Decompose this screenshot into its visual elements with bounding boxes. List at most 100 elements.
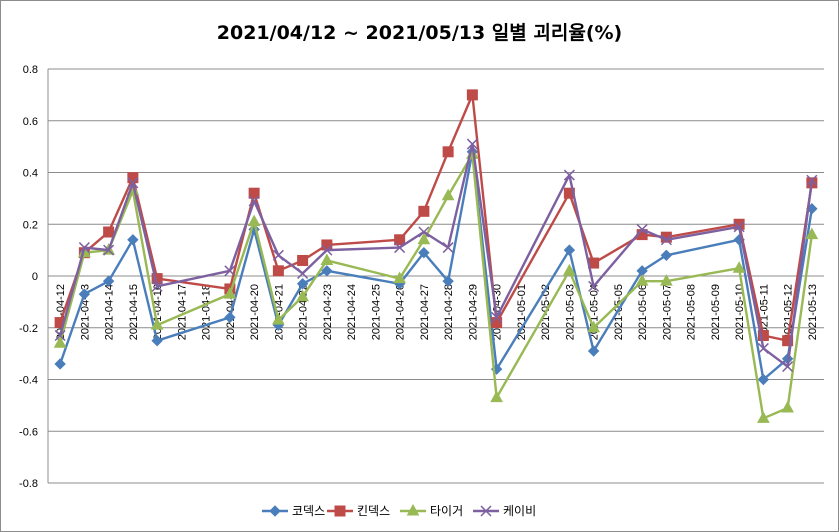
x-tick-label: 2021-05-05	[613, 284, 625, 340]
x-tick-label: 2021-04-15	[128, 284, 140, 340]
data-point	[321, 265, 333, 277]
x-tick-label: 2021-04-27	[419, 284, 431, 340]
x-tick-label: 2021-05-13	[807, 284, 819, 340]
data-point	[441, 188, 455, 201]
x-tick-label: 2021-05-10	[734, 284, 746, 340]
data-point	[393, 271, 406, 284]
legend-label: 타이거	[430, 504, 463, 518]
data-point	[636, 223, 648, 235]
data-point	[732, 261, 746, 273]
data-point	[127, 172, 139, 184]
data-point	[296, 289, 309, 302]
y-tick-label: 0.2	[23, 219, 38, 231]
data-point	[223, 287, 237, 299]
data-point	[248, 195, 260, 207]
legend-item: 킨덱스	[327, 504, 390, 518]
data-point	[151, 334, 163, 347]
x-tick-label: 2021-04-24	[346, 284, 358, 340]
data-point	[480, 505, 492, 517]
data-point	[151, 280, 163, 292]
data-point	[491, 317, 503, 329]
data-point	[394, 242, 406, 254]
data-point	[102, 275, 115, 287]
data-point	[635, 274, 649, 286]
series-3	[53, 147, 819, 423]
data-point	[321, 239, 333, 251]
x-tick-label: 2021-05-06	[637, 284, 649, 340]
y-tick-label: 0.8	[23, 64, 38, 76]
data-point	[782, 361, 794, 373]
data-point	[417, 232, 431, 245]
data-point	[587, 320, 600, 333]
data-point	[297, 267, 309, 279]
data-point	[442, 275, 454, 287]
x-tick-label: 2021-05-03	[564, 284, 576, 340]
series-line	[58, 142, 814, 368]
x-tick-label: 2021-04-25	[370, 284, 382, 340]
data-point	[272, 312, 285, 325]
data-point	[272, 265, 284, 277]
data-point	[53, 336, 67, 348]
data-point	[418, 247, 430, 259]
data-point	[466, 138, 478, 150]
x-tick-label: 2021-04-26	[395, 284, 407, 340]
data-point	[418, 205, 430, 217]
series-line	[58, 153, 814, 420]
data-point	[466, 89, 478, 101]
x-tick-label: 2021-04-18	[201, 284, 213, 340]
data-point	[442, 146, 454, 158]
data-point	[733, 221, 745, 233]
legend-item: 타이거	[400, 503, 463, 518]
data-point	[321, 244, 333, 256]
data-point	[805, 227, 819, 240]
x-tick-label: 2021-04-17	[176, 284, 188, 340]
data-point	[490, 390, 503, 403]
x-tick-label: 2021-04-20	[249, 284, 261, 340]
y-tick-label: 0.4	[23, 168, 38, 180]
data-point	[272, 249, 284, 261]
data-point	[782, 335, 794, 347]
y-tick-label: -0.8	[19, 478, 38, 490]
y-tick-label: 0	[32, 271, 38, 283]
data-point	[103, 244, 115, 256]
data-point	[563, 244, 576, 256]
data-point	[394, 234, 406, 246]
data-point	[660, 249, 673, 262]
x-tick-label: 2021-04-23	[322, 284, 334, 340]
data-point	[563, 263, 576, 276]
data-point	[781, 400, 794, 413]
series-line	[58, 150, 814, 381]
legend-item: 케이비	[473, 504, 536, 518]
x-tick-label: 2021-05-01	[516, 284, 528, 340]
x-tick-label: 2021-04-29	[467, 284, 479, 340]
data-point	[563, 169, 575, 181]
data-point	[78, 288, 91, 300]
x-tick-label: 2021-05-08	[686, 284, 698, 340]
data-point	[247, 214, 261, 227]
legend-label: 케이비	[503, 504, 536, 518]
data-point	[757, 330, 769, 342]
legend-label: 코덱스	[292, 504, 325, 518]
data-point	[54, 358, 66, 370]
data-point	[320, 253, 334, 265]
data-point	[806, 174, 818, 186]
data-point	[297, 254, 309, 266]
data-point	[660, 234, 672, 246]
data-point	[587, 345, 600, 357]
x-tick-label: 2021-04-28	[443, 284, 455, 340]
data-point	[150, 318, 164, 330]
x-tick-label: 2021-05-12	[783, 284, 795, 340]
data-point	[224, 311, 236, 324]
data-point	[757, 373, 770, 386]
data-point	[660, 274, 673, 286]
y-tick-label: 0.6	[23, 116, 38, 128]
legend-label: 킨덱스	[357, 504, 390, 518]
chart-title: 2021/04/12 ~ 2021/05/13 일별 괴리율(%)	[216, 22, 623, 44]
data-point	[418, 226, 430, 238]
data-point	[127, 177, 139, 189]
data-point	[757, 342, 769, 354]
data-point	[442, 242, 454, 254]
y-tick-label: -0.2	[19, 323, 38, 335]
legend-item: 코덱스	[262, 504, 325, 518]
